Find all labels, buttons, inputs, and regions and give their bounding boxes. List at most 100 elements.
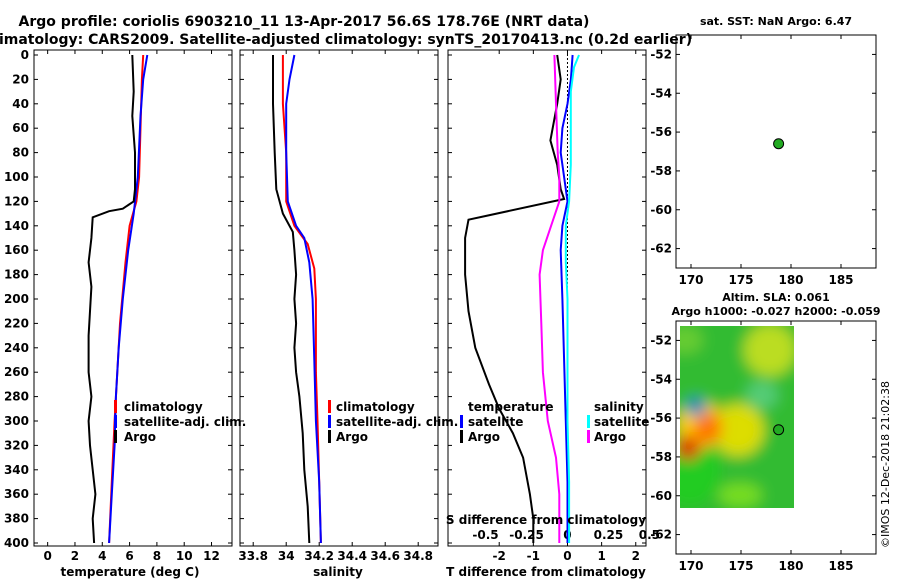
x-tick-label: 6	[125, 549, 133, 563]
legend-label-sal-satellite: satellite	[594, 415, 649, 429]
legend-swatch-satellite	[114, 415, 117, 428]
x-tick-label: 4	[98, 549, 106, 563]
difference-plot: -2 -1 0 1 2-0.5 -0.25 0 0.25 0.5	[464, 50, 660, 563]
sla-map-panel	[675, 320, 877, 555]
temperature-plot: 0 2 4 6 8 10 12	[43, 50, 220, 563]
x-tick-label: 34.2	[304, 549, 334, 563]
s-diff-tick-label: -0.5	[472, 528, 498, 542]
salinity-difference-label: S difference from climatology	[446, 513, 646, 527]
legend-swatch-satellite	[328, 415, 331, 428]
legend-swatch-argo	[460, 430, 463, 443]
argo-position-marker	[773, 138, 785, 150]
map-x-tick-label: 180	[778, 273, 803, 287]
map-x-tick-label: 180	[778, 559, 803, 573]
legend-swatch-sal-argo	[587, 430, 590, 443]
depth-tick-label: 240	[4, 341, 29, 355]
difference-series-s-argo	[538, 54, 561, 543]
sst-map-panel	[675, 34, 877, 269]
map-y-tick-label: -52	[650, 333, 672, 347]
legend-swatch-climatology	[114, 400, 117, 413]
title-line-1: Argo profile: coriolis 6903210_11 13-Apr…	[19, 14, 590, 30]
depth-tick-label: 280	[4, 390, 29, 404]
map-x-tick-label: 175	[728, 559, 753, 573]
map-y-tick-label: -62	[650, 528, 672, 542]
x-tick-label: 34.8	[403, 549, 433, 563]
salinity-x-label: salinity	[313, 565, 363, 579]
legend-label-climatology: climatology	[336, 400, 415, 414]
title-line-2: Climatology: CARS2009. Satellite-adjuste…	[0, 32, 692, 48]
depth-tick-label: 360	[4, 487, 29, 501]
depth-tick-label: 160	[4, 243, 29, 257]
salinity-plot: 33.8 34 34.2 34.4 34.6 34.8	[238, 50, 433, 563]
map-y-tick-label: -56	[650, 125, 672, 139]
depth-tick-label: 380	[4, 512, 29, 526]
map-x-tick-label: 185	[828, 559, 853, 573]
x-tick-label: 1	[597, 549, 605, 563]
salinity-legend: climatology satellite-adj. clim. Argo	[328, 400, 458, 444]
difference-series-s-satellite	[564, 54, 580, 543]
s-diff-tick-label: 0.5	[639, 528, 660, 542]
legend-label-climatology: climatology	[124, 400, 203, 414]
s-diff-tick-label: -0.25	[509, 528, 544, 542]
difference-temperature-legend: temperature satellite Argo	[460, 400, 553, 444]
x-tick-label: 10	[176, 549, 193, 563]
temperature-series-climatology	[108, 54, 145, 544]
depth-tick-label: 40	[12, 97, 29, 111]
legend-swatch-climatology	[328, 400, 331, 413]
map-y-tick-label: -62	[650, 242, 672, 256]
depth-axis: 0 20 40 60 80 100 120 140 160 180 200 220 240 260 280 3…	[4, 48, 646, 550]
salinity-series-argo	[272, 55, 311, 544]
argo-position-marker	[773, 424, 785, 436]
legend-swatch-argo	[114, 430, 117, 443]
difference-series-t-satellite	[559, 54, 574, 543]
temperature-series-satellite-adj-clim-	[108, 54, 149, 544]
depth-tick-label: 20	[12, 72, 29, 86]
salinity-series-climatology	[281, 55, 322, 544]
legend-label-satellite: satellite-adj. clim.	[336, 415, 458, 429]
legend-label-argo: Argo	[124, 430, 156, 444]
map-x-tick-label: 185	[828, 273, 853, 287]
map-x-tick-label: 170	[678, 559, 703, 573]
map-x-tick-label: 170	[678, 273, 703, 287]
depth-tick-label: 320	[4, 438, 29, 452]
map-y-tick-label: -60	[650, 489, 672, 503]
sst-map-title: sat. SST: NaN Argo: 6.47	[700, 15, 852, 28]
legend-swatch-satellite	[460, 415, 463, 428]
imos-watermark: ©IMOS 12-Dec-2018 21:02:38	[879, 381, 892, 548]
depth-tick-label: 0	[21, 48, 29, 62]
legend-swatch-sal-satellite	[587, 415, 590, 428]
x-tick-label: 33.8	[238, 549, 268, 563]
legend-swatch-argo	[328, 430, 331, 443]
depth-tick-label: 100	[4, 170, 29, 184]
legend-label-argo: Argo	[336, 430, 368, 444]
map-y-tick-label: -56	[650, 411, 672, 425]
s-diff-tick-label: 0.25	[594, 528, 624, 542]
depth-tick-label: 260	[4, 365, 29, 379]
legend-title-temperature: temperature	[468, 400, 553, 414]
map-y-tick-label: -54	[650, 86, 672, 100]
salinity-panel	[239, 49, 439, 547]
x-tick-label: 34.4	[337, 549, 367, 563]
temperature-series-argo	[87, 54, 136, 544]
map-y-tick-label: -60	[650, 203, 672, 217]
depth-tick-label: 60	[12, 121, 29, 135]
map-y-tick-label: -52	[650, 47, 672, 61]
legend-label-argo: Argo	[468, 430, 500, 444]
map-y-tick-label: -58	[650, 450, 672, 464]
depth-tick-label: 120	[4, 194, 29, 208]
legend-label-sal-argo: Argo	[594, 430, 626, 444]
x-tick-label: 0	[43, 549, 51, 563]
x-tick-label: 34.6	[370, 549, 400, 563]
sla-heatmap	[680, 326, 794, 508]
map-y-tick-label: -54	[650, 372, 672, 386]
legend-label-satellite: satellite	[468, 415, 523, 429]
depth-tick-label: 340	[4, 463, 29, 477]
depth-tick-label: 140	[4, 219, 29, 233]
x-tick-label: 0	[563, 549, 571, 563]
map-y-tick-label: -58	[650, 164, 672, 178]
temperature-legend: climatology satellite-adj. clim. Argo	[114, 400, 246, 444]
x-tick-label: 2	[71, 549, 79, 563]
difference-series-t-argo	[464, 54, 566, 543]
depth-tick-label: 300	[4, 414, 29, 428]
sla-map-subtitle: Argo h1000: -0.027 h2000: -0.059	[671, 305, 880, 318]
